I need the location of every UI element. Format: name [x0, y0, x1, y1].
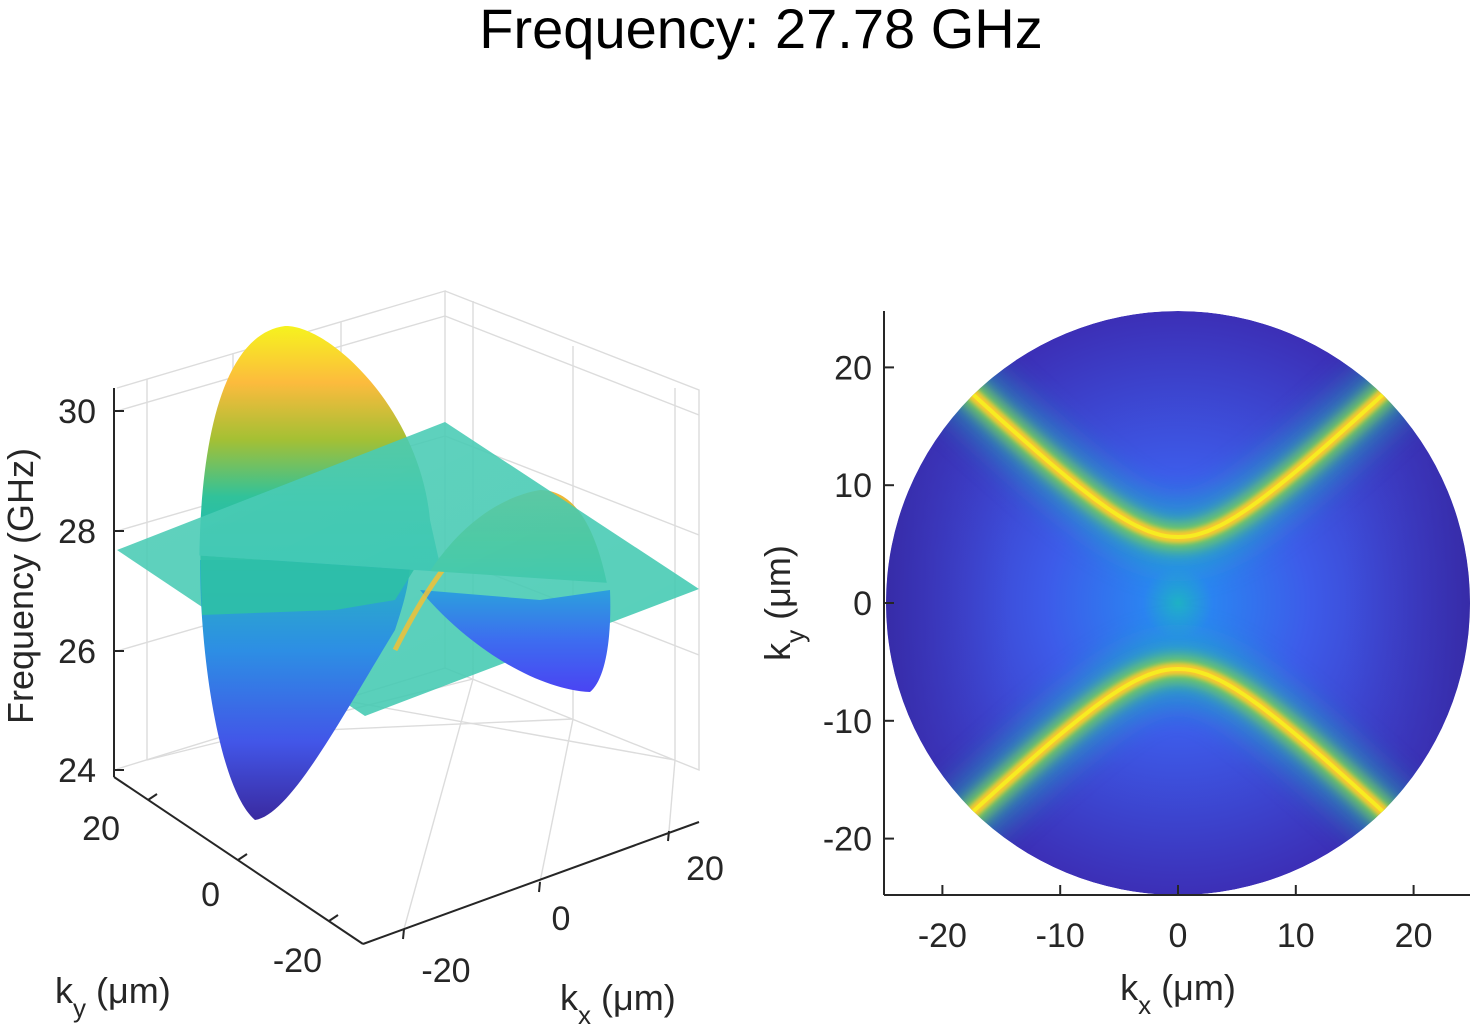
- heatmap-y-tick-label: -10: [823, 703, 872, 741]
- figure-title: Frequency: 27.78 GHz: [479, 0, 1042, 60]
- heatmap-y-tick-label: 0: [853, 585, 872, 623]
- heatmap-ky-axis-label: ky (μm): [757, 545, 810, 661]
- z-tick-label: 26: [58, 633, 96, 671]
- heatmap-kx-axis-label: kx (μm): [1120, 967, 1236, 1020]
- heatmap-y-tick-label: -20: [823, 821, 872, 859]
- heatmap-x-tick-label: 0: [1169, 917, 1188, 955]
- surface-3d-plot: 30 28 26 24 20 0 -20 -20 0 20 Frequency …: [0, 290, 724, 1030]
- ky-tick-label: -20: [273, 942, 322, 980]
- heatmap-x-tick-label: -20: [918, 917, 967, 955]
- heatmap-y-tick-label: 10: [834, 467, 872, 505]
- z-axis-label: Frequency (GHz): [0, 448, 41, 724]
- heatmap-y-tick-label: 20: [834, 349, 872, 387]
- z-tick-label: 30: [58, 393, 96, 431]
- kx-tick-label: 0: [552, 900, 571, 938]
- ky-tick-label: 20: [82, 810, 120, 848]
- heatmap-x-tick-label: -10: [1036, 917, 1085, 955]
- kx-axis-label: kx (μm): [560, 977, 676, 1030]
- kx-tick-label: -20: [421, 952, 470, 990]
- ky-axis-label: ky (μm): [55, 970, 171, 1023]
- heatmap-x-tick-label: 20: [1395, 917, 1433, 955]
- heatmap-plot: -20 -10 0 10 20 20 10 0 -10 -20 ky (μm) kx (μm): [757, 311, 1470, 1020]
- heatmap-disk: [886, 311, 1470, 895]
- surface-3d-axes: [113, 388, 700, 945]
- heatmap-x-tick-label: 10: [1277, 917, 1315, 955]
- z-tick-label: 24: [58, 752, 96, 790]
- ky-tick-label: 0: [201, 876, 220, 914]
- kx-tick-label: 20: [686, 850, 724, 888]
- heatmap-ticks: -20 -10 0 10 20 20 10 0 -10 -20: [823, 349, 1433, 955]
- z-tick-label: 28: [58, 513, 96, 551]
